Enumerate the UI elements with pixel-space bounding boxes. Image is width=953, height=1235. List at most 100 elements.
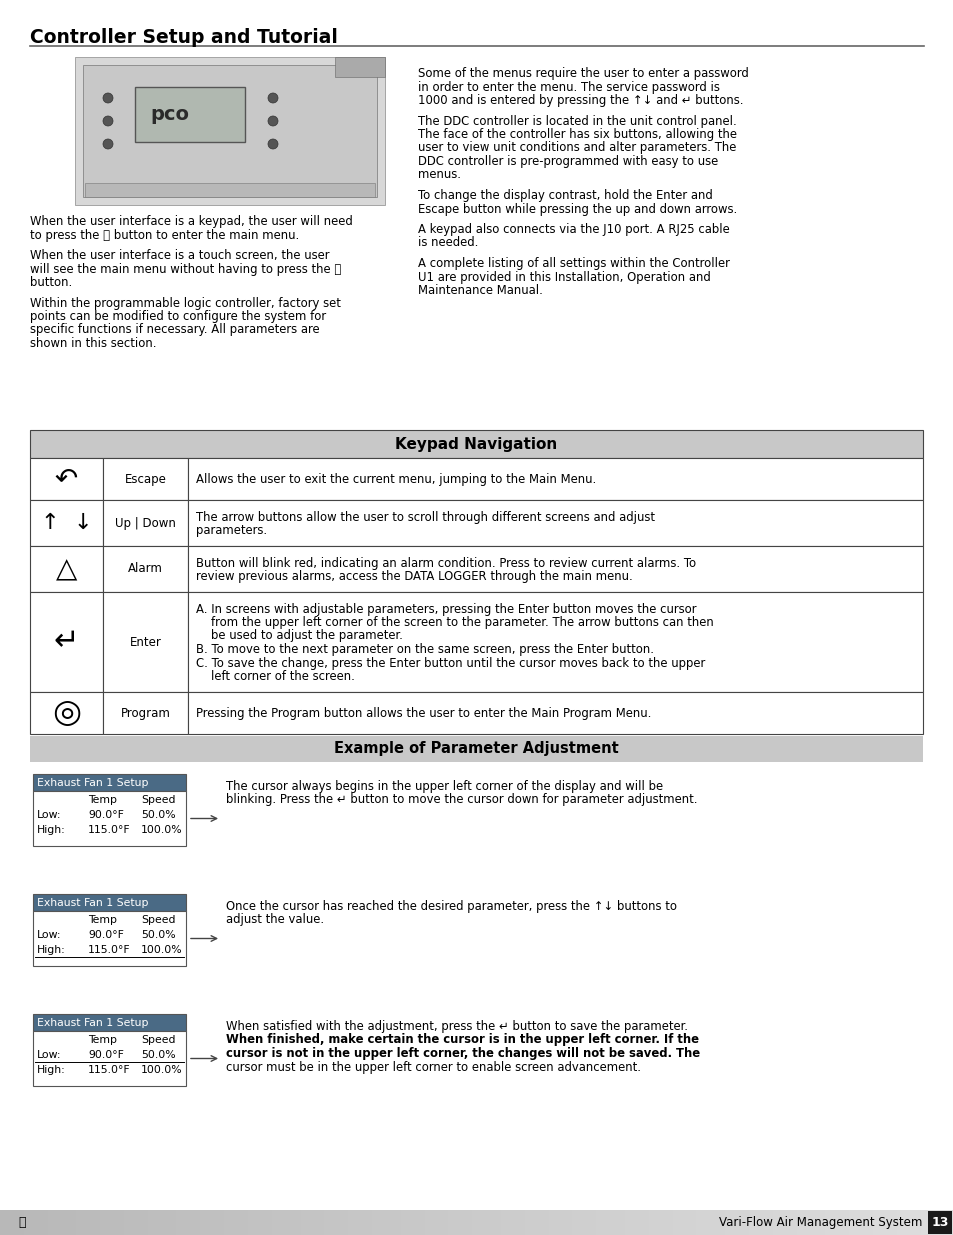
Text: Vari-Flow Air Management System: Vari-Flow Air Management System xyxy=(718,1216,921,1229)
Bar xyxy=(188,500,923,546)
Bar xyxy=(920,1210,924,1235)
Bar xyxy=(600,1210,605,1235)
Text: Once the cursor has reached the desired parameter, press the ↑↓ buttons to: Once the cursor has reached the desired … xyxy=(226,900,677,913)
Bar xyxy=(562,1210,567,1235)
Bar xyxy=(581,1210,586,1235)
Bar xyxy=(896,1210,901,1235)
Bar xyxy=(901,1210,905,1235)
Text: parameters.: parameters. xyxy=(195,524,267,537)
Bar xyxy=(335,57,385,77)
Bar xyxy=(667,1210,672,1235)
Bar xyxy=(553,1210,558,1235)
Text: High:: High: xyxy=(37,825,66,835)
Bar xyxy=(86,1210,91,1235)
Bar xyxy=(391,1210,395,1235)
Bar xyxy=(57,1210,62,1235)
Bar xyxy=(534,1210,538,1235)
Bar xyxy=(343,1210,348,1235)
Bar xyxy=(905,1210,910,1235)
Text: Low:: Low: xyxy=(37,810,61,820)
Text: High:: High: xyxy=(37,945,66,955)
Bar xyxy=(786,1210,791,1235)
Bar xyxy=(138,1210,143,1235)
Bar xyxy=(85,183,375,198)
Bar xyxy=(577,1210,581,1235)
Text: Pressing the Program button allows the user to enter the Main Program Menu.: Pressing the Program button allows the u… xyxy=(195,708,651,720)
Text: 50.0%: 50.0% xyxy=(141,810,175,820)
Bar xyxy=(76,1210,81,1235)
Bar xyxy=(882,1210,886,1235)
Text: review previous alarms, access the DATA LOGGER through the main menu.: review previous alarms, access the DATA … xyxy=(195,571,632,583)
Text: C. To save the change, press the Enter button until the cursor moves back to the: C. To save the change, press the Enter b… xyxy=(195,657,704,669)
Bar xyxy=(438,1210,443,1235)
Bar xyxy=(310,1210,314,1235)
Bar xyxy=(619,1210,624,1235)
Bar xyxy=(243,1210,248,1235)
Text: 100.0%: 100.0% xyxy=(141,825,182,835)
Bar xyxy=(524,1210,529,1235)
Text: Allows the user to exit the current menu, jumping to the Main Menu.: Allows the user to exit the current menu… xyxy=(195,473,596,487)
Bar xyxy=(810,1210,815,1235)
Bar xyxy=(648,1210,653,1235)
Bar xyxy=(424,1210,429,1235)
Text: High:: High: xyxy=(37,1065,66,1074)
Bar xyxy=(33,894,186,911)
Text: menus.: menus. xyxy=(417,168,460,182)
Bar xyxy=(815,1210,820,1235)
Bar xyxy=(500,1210,505,1235)
Bar xyxy=(610,1210,615,1235)
Bar xyxy=(33,1210,38,1235)
Bar xyxy=(19,1210,24,1235)
Bar xyxy=(272,1210,276,1235)
Text: adjust the value.: adjust the value. xyxy=(226,914,324,926)
Bar xyxy=(924,1210,929,1235)
Bar xyxy=(743,1210,748,1235)
Bar xyxy=(219,1210,224,1235)
Text: Enter: Enter xyxy=(130,636,161,648)
Bar xyxy=(415,1210,419,1235)
Bar xyxy=(915,1210,920,1235)
Bar xyxy=(634,1210,639,1235)
Bar xyxy=(734,1210,739,1235)
Bar xyxy=(472,1210,476,1235)
Bar xyxy=(367,1210,372,1235)
Text: Controller Setup and Tutorial: Controller Setup and Tutorial xyxy=(30,28,337,47)
Text: button.: button. xyxy=(30,275,72,289)
Text: 115.0°F: 115.0°F xyxy=(88,945,131,955)
Bar xyxy=(181,1210,186,1235)
Bar xyxy=(843,1210,848,1235)
Bar xyxy=(103,692,188,734)
Bar xyxy=(653,1210,658,1235)
Bar xyxy=(543,1210,548,1235)
Text: The arrow buttons allow the user to scroll through different screens and adjust: The arrow buttons allow the user to scro… xyxy=(195,510,655,524)
Text: The cursor always begins in the upper left corner of the display and will be: The cursor always begins in the upper le… xyxy=(226,781,662,793)
Bar xyxy=(262,1210,267,1235)
Bar xyxy=(30,458,103,500)
Bar xyxy=(567,1210,572,1235)
Bar xyxy=(801,1210,805,1235)
Bar xyxy=(376,1210,381,1235)
Bar xyxy=(515,1210,519,1235)
Bar xyxy=(596,1210,600,1235)
Text: cursor is not in the upper left corner, the changes will not be saved. The: cursor is not in the upper left corner, … xyxy=(226,1047,700,1060)
Text: Speed: Speed xyxy=(141,1035,175,1045)
Bar xyxy=(886,1210,891,1235)
Text: in order to enter the menu. The service password is: in order to enter the menu. The service … xyxy=(417,80,720,94)
Bar xyxy=(639,1210,643,1235)
Text: is needed.: is needed. xyxy=(417,236,477,249)
Bar xyxy=(33,1031,186,1086)
Bar xyxy=(10,1210,14,1235)
Bar xyxy=(188,592,923,692)
Bar xyxy=(910,1210,915,1235)
Bar xyxy=(334,1210,338,1235)
Text: When satisfied with the adjustment, press the ↵ button to save the parameter.: When satisfied with the adjustment, pres… xyxy=(226,1020,687,1032)
Bar xyxy=(443,1210,448,1235)
Bar xyxy=(83,65,376,198)
Bar xyxy=(948,1210,953,1235)
Bar xyxy=(324,1210,329,1235)
Bar xyxy=(100,1210,105,1235)
Bar xyxy=(405,1210,410,1235)
Text: Program: Program xyxy=(120,706,171,720)
Bar xyxy=(486,1210,491,1235)
Bar xyxy=(824,1210,829,1235)
